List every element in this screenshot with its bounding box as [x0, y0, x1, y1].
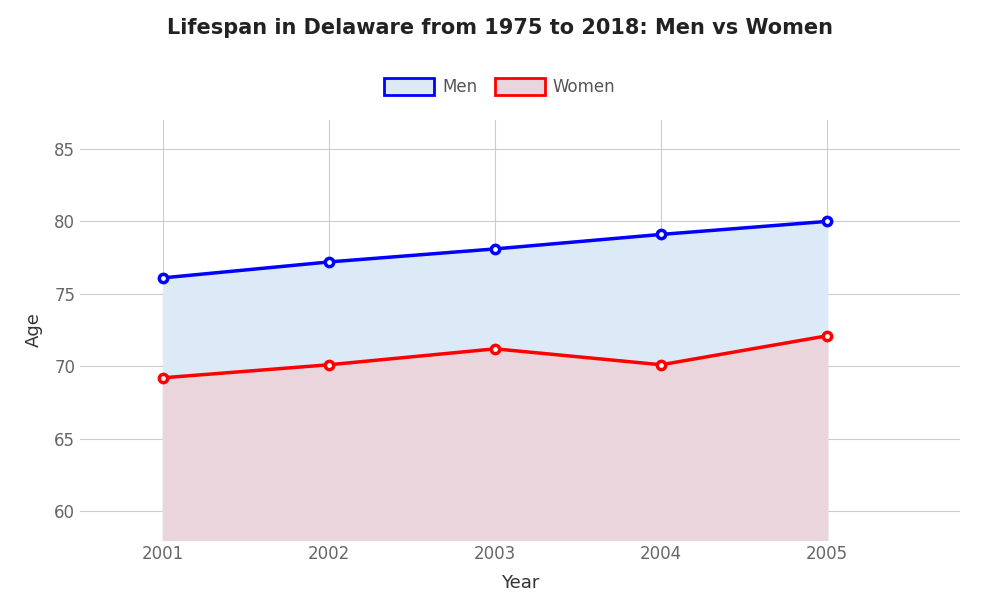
Y-axis label: Age: Age: [25, 313, 43, 347]
X-axis label: Year: Year: [501, 574, 539, 592]
Text: Lifespan in Delaware from 1975 to 2018: Men vs Women: Lifespan in Delaware from 1975 to 2018: …: [167, 18, 833, 38]
Legend: Men, Women: Men, Women: [378, 71, 622, 103]
